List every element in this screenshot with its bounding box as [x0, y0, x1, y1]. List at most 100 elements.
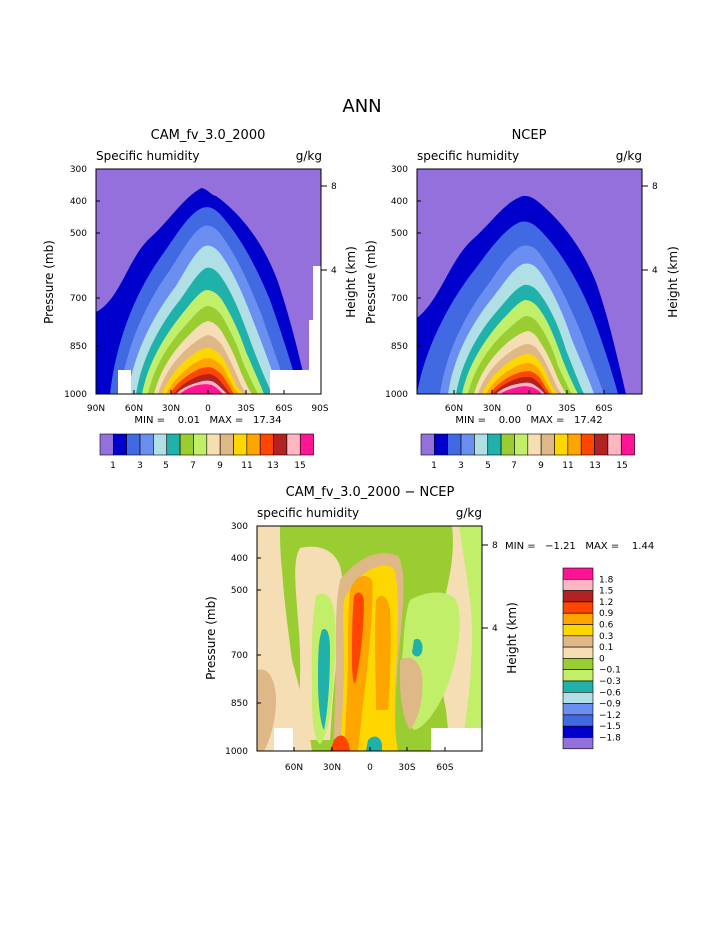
y-tick-label: 400: [231, 554, 248, 564]
x-tick-label: 60S: [436, 763, 453, 773]
colorbar-label: 9: [538, 461, 544, 471]
colorbar-swatch: [562, 703, 594, 716]
contour-field: [96, 169, 321, 394]
missing-data-mask: [309, 320, 321, 370]
missing-data-mask: [431, 728, 482, 751]
colorbar-swatch: [562, 658, 594, 671]
contour-band: [500, 386, 542, 394]
contour-field: [257, 526, 482, 751]
colorbar-label: 15: [616, 461, 627, 471]
colorbar: [99, 433, 314, 456]
x-tick-label: 60N: [285, 763, 303, 773]
x-tick-label: 30S: [398, 763, 415, 773]
contour-band: [257, 669, 276, 751]
colorbar-swatch: [233, 433, 248, 456]
colorbar-label: 13: [267, 461, 278, 471]
y-tick-label: 400: [391, 197, 408, 207]
colorbar-label: 3: [137, 461, 143, 471]
y-tick-label: 850: [231, 699, 248, 709]
colorbar: [420, 433, 635, 456]
colorbar-label: 1: [431, 461, 437, 471]
panel-units: g/kg: [616, 149, 642, 163]
colorbar-label: 1: [110, 461, 116, 471]
colorbar-swatch: [562, 714, 594, 727]
colorbar-label: 1.2: [599, 598, 613, 608]
contour-band: [180, 384, 223, 394]
colorbar-swatch: [273, 433, 288, 456]
colorbar-label: 0.9: [599, 609, 614, 619]
panel-title: NCEP: [512, 128, 547, 143]
colorbar-swatch: [562, 612, 594, 625]
y-axis: 300 400 500 700 850 1000 Pressure (mb): [204, 522, 261, 757]
colorbar-swatch: [562, 725, 594, 738]
y-tick-label: 700: [231, 651, 248, 661]
y2-tick-label: 8: [652, 182, 658, 192]
colorbar-label: −1.8: [599, 734, 621, 744]
colorbar-labels: 1.81.51.20.90.60.30.10−0.1−0.3−0.6−0.9−1…: [599, 575, 621, 743]
colorbar-swatch: [562, 669, 594, 682]
y-tick-label: 850: [391, 342, 408, 352]
colorbar-swatch: [562, 601, 594, 614]
colorbar-swatch: [179, 433, 194, 456]
y-tick-label: 300: [70, 165, 87, 175]
x-tick-label: 30N: [483, 404, 501, 414]
y2-tick-label: 8: [331, 182, 337, 192]
x-tick-label: 30N: [323, 763, 341, 773]
y-tick-label: 1000: [64, 390, 87, 400]
y-tick-label: 1000: [385, 390, 408, 400]
colorbar-label: −1.5: [599, 722, 621, 732]
colorbar-label: 1.5: [599, 587, 613, 597]
x-tick-label: 60S: [595, 404, 612, 414]
contour-band: [400, 657, 423, 730]
y-tick-label: 500: [70, 229, 87, 239]
y-tick-label: 700: [70, 294, 87, 304]
panel-variable: specific humidity: [417, 149, 519, 163]
colorbar-swatch: [594, 433, 609, 456]
panel-observations: NCEP specific humidity g/kg: [364, 128, 680, 471]
contour-field: [417, 169, 642, 394]
panel-difference: CAM_fv_3.0_2000 − NCEP specific humidity…: [204, 485, 654, 773]
colorbar-swatch: [562, 567, 594, 580]
contour-band: [459, 526, 482, 751]
missing-data-mask: [118, 370, 131, 394]
colorbar-swatch: [562, 691, 594, 704]
colorbar-swatch: [166, 433, 181, 456]
x-tick-label: 60S: [275, 404, 292, 414]
contour-band: [352, 592, 364, 684]
panel-title: CAM_fv_3.0_2000: [151, 128, 266, 143]
y2-axis: 8 4 Height (km): [321, 182, 358, 318]
y2-axis-label: Height (km): [666, 246, 680, 317]
panel-stats: MIN = 0.01 MAX = 17.34: [134, 415, 281, 426]
y-axis: 300 400 500 700 850 1000 Pressure (mb): [42, 165, 100, 400]
x-tick-label: 0: [205, 404, 211, 414]
y2-tick-label: 4: [652, 266, 658, 276]
colorbar-label: 9: [217, 461, 223, 471]
contour-band: [375, 595, 391, 710]
y2-axis-label: Height (km): [344, 246, 358, 317]
colorbar-label: −0.3: [599, 677, 621, 687]
colorbar-swatch: [113, 433, 127, 456]
colorbar-swatch: [607, 433, 622, 456]
colorbar-swatch: [500, 433, 515, 456]
colorbar-swatch: [474, 433, 489, 456]
colorbar-label: −0.1: [599, 666, 621, 676]
colorbar-swatch: [447, 433, 462, 456]
colorbar-swatch: [487, 433, 502, 456]
panel-stats: MIN = −1.21 MAX = 1.44: [505, 541, 654, 552]
colorbar-swatch: [527, 433, 542, 456]
colorbar-label: 11: [241, 461, 252, 471]
colorbar-label: 7: [190, 461, 196, 471]
colorbar-swatch: [99, 433, 114, 456]
colorbar-swatch: [259, 433, 274, 456]
contour-band: [318, 628, 330, 730]
colorbar-vertical: [562, 567, 594, 750]
y-tick-label: 700: [391, 294, 408, 304]
colorbar-label: −0.9: [599, 700, 621, 710]
colorbar-swatch: [219, 433, 234, 456]
y2-axis: 8 4 Height (km): [482, 541, 519, 674]
y-axis-label: Pressure (mb): [204, 596, 218, 680]
colorbar-swatch: [580, 433, 595, 456]
missing-data-mask: [270, 370, 321, 394]
contour-band: [330, 735, 350, 751]
